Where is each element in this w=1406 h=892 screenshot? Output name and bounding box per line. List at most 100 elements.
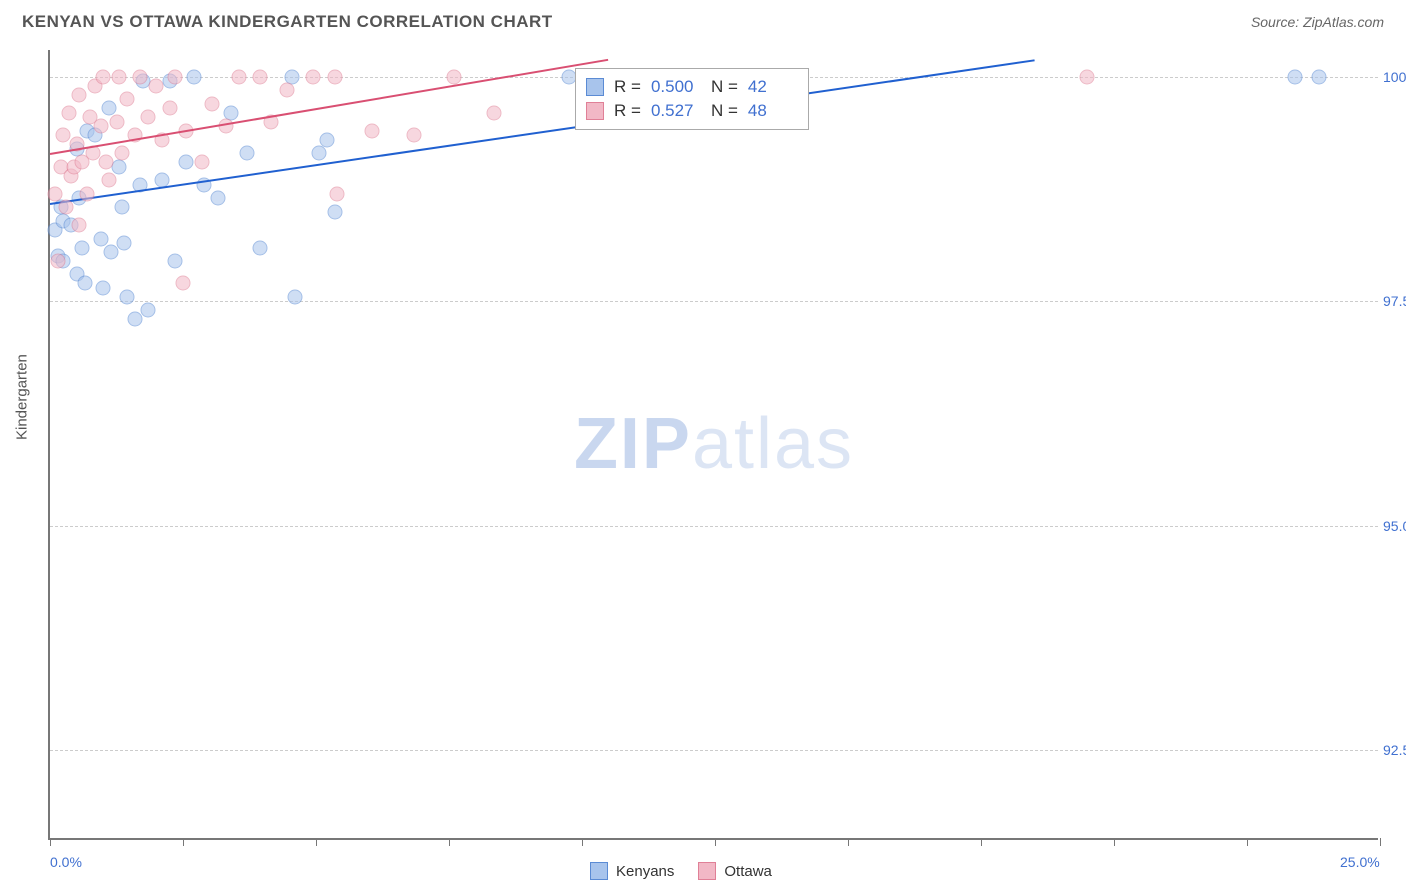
x-tick [715, 838, 716, 846]
legend-swatch [698, 862, 716, 880]
stat-r-label: R = [614, 101, 641, 121]
x-tick [1114, 838, 1115, 846]
plot-area: ZIPatlas 92.5%95.0%97.5%100.0%0.0%25.0%R… [48, 50, 1378, 840]
data-point [101, 173, 116, 188]
data-point [287, 289, 302, 304]
chart-header: KENYAN VS OTTAWA KINDERGARTEN CORRELATIO… [0, 0, 1406, 40]
data-point [1287, 69, 1302, 84]
gridline-h [50, 526, 1378, 527]
data-point [114, 200, 129, 215]
data-point [176, 276, 191, 291]
x-tick [183, 838, 184, 846]
y-axis-label: Kindergarten [14, 354, 31, 440]
stat-n-value: 42 [748, 77, 798, 97]
data-point [306, 69, 321, 84]
data-point [133, 69, 148, 84]
stat-r-value: 0.500 [651, 77, 701, 97]
data-point [48, 186, 63, 201]
x-tick-label: 0.0% [50, 854, 82, 870]
series-swatch [586, 102, 604, 120]
gridline-h [50, 750, 1378, 751]
data-point [50, 253, 65, 268]
data-point [120, 289, 135, 304]
chart-title: KENYAN VS OTTAWA KINDERGARTEN CORRELATIO… [22, 12, 553, 32]
data-point [1080, 69, 1095, 84]
data-point [77, 276, 92, 291]
data-point [104, 244, 119, 259]
data-point [561, 69, 576, 84]
watermark: ZIPatlas [574, 403, 854, 485]
data-point [128, 312, 143, 327]
x-tick [582, 838, 583, 846]
data-point [96, 69, 111, 84]
data-point [74, 240, 89, 255]
legend: Kenyans Ottawa [590, 862, 772, 880]
stat-n-label: N = [711, 77, 738, 97]
y-tick-label: 97.5% [1383, 293, 1406, 309]
x-tick [981, 838, 982, 846]
data-point [56, 128, 71, 143]
data-point [98, 155, 113, 170]
data-point [186, 69, 201, 84]
legend-item: Kenyans [590, 862, 674, 880]
stats-row: R = 0.527 N = 48 [586, 99, 798, 123]
data-point [141, 303, 156, 318]
stats-row: R = 0.500 N = 42 [586, 75, 798, 99]
legend-label: Ottawa [724, 863, 772, 880]
series-swatch [586, 78, 604, 96]
stat-r-label: R = [614, 77, 641, 97]
data-point [162, 101, 177, 116]
gridline-h [50, 301, 1378, 302]
data-point [112, 159, 127, 174]
data-point [311, 146, 326, 161]
data-point [447, 69, 462, 84]
data-point [93, 119, 108, 134]
data-point [58, 200, 73, 215]
data-point [112, 69, 127, 84]
data-point [205, 96, 220, 111]
data-point [194, 155, 209, 170]
chart-source: Source: ZipAtlas.com [1251, 14, 1384, 30]
stat-n-label: N = [711, 101, 738, 121]
x-tick [449, 838, 450, 846]
data-point [364, 123, 379, 138]
x-tick [1247, 838, 1248, 846]
data-point [253, 240, 268, 255]
data-point [120, 92, 135, 107]
data-point [239, 146, 254, 161]
x-tick [316, 838, 317, 846]
data-point [168, 253, 183, 268]
legend-label: Kenyans [616, 863, 674, 880]
data-point [168, 69, 183, 84]
data-point [279, 83, 294, 98]
data-point [72, 218, 87, 233]
data-point [218, 119, 233, 134]
stat-n-value: 48 [748, 101, 798, 121]
data-point [253, 69, 268, 84]
data-point [231, 69, 246, 84]
data-point [327, 69, 342, 84]
data-point [487, 105, 502, 120]
data-point [319, 132, 334, 147]
data-point [93, 231, 108, 246]
y-tick-label: 100.0% [1383, 69, 1406, 85]
data-point [327, 204, 342, 219]
legend-swatch [590, 862, 608, 880]
y-tick-label: 95.0% [1383, 518, 1406, 534]
y-tick-label: 92.5% [1383, 742, 1406, 758]
x-tick [848, 838, 849, 846]
stats-box: R = 0.500 N = 42 R = 0.527 N = 48 [575, 68, 809, 130]
data-point [178, 155, 193, 170]
data-point [330, 186, 345, 201]
data-point [109, 114, 124, 129]
stat-r-value: 0.527 [651, 101, 701, 121]
data-point [61, 105, 76, 120]
data-point [114, 146, 129, 161]
data-point [96, 280, 111, 295]
data-point [117, 236, 132, 251]
data-point [1311, 69, 1326, 84]
data-point [407, 128, 422, 143]
legend-item: Ottawa [698, 862, 772, 880]
data-point [72, 87, 87, 102]
data-point [80, 186, 95, 201]
